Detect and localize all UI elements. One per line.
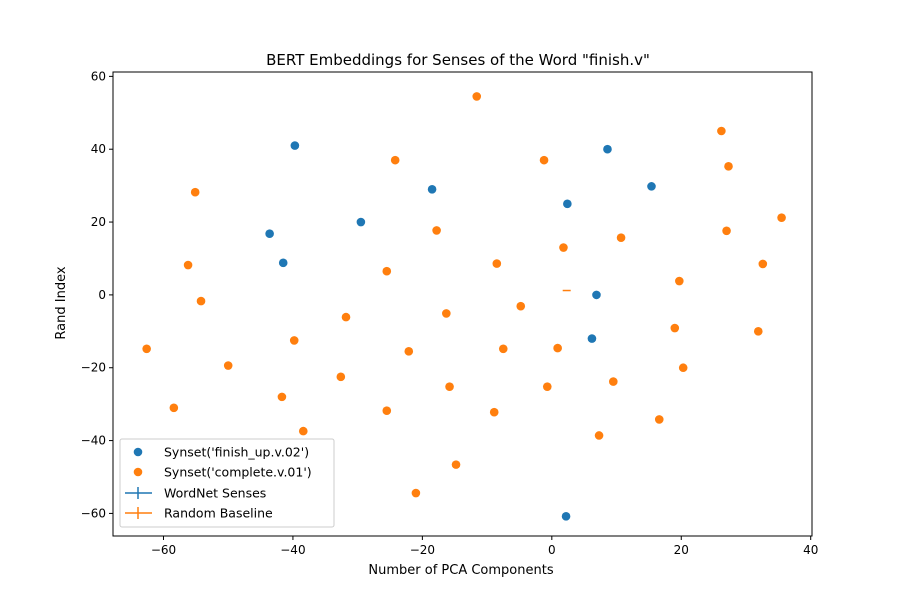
y-tick-label: 20 xyxy=(91,215,106,229)
scatter-point xyxy=(190,187,200,197)
scatter-point xyxy=(169,403,179,413)
y-tick-label: 60 xyxy=(91,69,106,83)
scatter-point xyxy=(277,392,287,402)
y-tick-label: 0 xyxy=(98,288,106,302)
scatter-point xyxy=(753,327,763,336)
x-tick-label: −40 xyxy=(280,543,305,557)
x-tick-label: 40 xyxy=(803,543,818,557)
scatter-point xyxy=(594,431,604,440)
legend-label: Random Baseline xyxy=(164,506,273,521)
scatter-point xyxy=(717,126,726,136)
scatter-point xyxy=(427,184,437,194)
legend-label: WordNet Senses xyxy=(164,486,266,501)
y-tick-label: −40 xyxy=(81,434,106,448)
y-tick-label: −60 xyxy=(81,506,106,520)
scatter-point xyxy=(647,182,656,191)
scatter-point xyxy=(336,372,346,382)
legend-label: Synset('complete.v.01') xyxy=(164,465,312,480)
plot-area-frame xyxy=(112,71,813,537)
scatter-point xyxy=(382,406,392,416)
scatter-point xyxy=(516,301,526,311)
marks-layer xyxy=(142,92,786,521)
scatter-point xyxy=(382,266,392,276)
scatter-point xyxy=(492,259,502,268)
scatter-point xyxy=(445,382,454,391)
legend-frame xyxy=(119,438,335,528)
scatter-point xyxy=(404,347,414,356)
scatter-point xyxy=(603,144,612,154)
x-tick-label: −60 xyxy=(151,543,176,557)
ticks-layer: −60 −40 −20 0 20 40 −60 −40 −20 0 20 40 60 xyxy=(81,69,819,557)
x-tick-label: 0 xyxy=(548,543,556,557)
scatter-point xyxy=(561,512,571,521)
scatter-point xyxy=(654,415,664,424)
scatter-point xyxy=(539,155,549,165)
scatter-point xyxy=(298,426,308,436)
scatter-point xyxy=(498,344,508,354)
scatter-point xyxy=(592,290,601,300)
scatter-point xyxy=(559,243,568,252)
y-tick-label: 40 xyxy=(91,142,106,156)
x-tick-label: −20 xyxy=(410,543,435,557)
scatter-point xyxy=(278,258,288,268)
scatter-point xyxy=(451,460,461,469)
scatter-point xyxy=(183,260,193,270)
legend-marker xyxy=(133,447,143,457)
scatter-point xyxy=(609,377,618,386)
scatter-point xyxy=(563,199,572,209)
y-tick-label: −20 xyxy=(81,361,106,375)
x-tick-label: 20 xyxy=(674,543,689,557)
scatter-point xyxy=(675,276,684,286)
scatter-point xyxy=(542,382,552,391)
scatter-point xyxy=(356,217,366,227)
scatter-point xyxy=(411,488,421,498)
scatter-point xyxy=(432,226,441,235)
scatter-point xyxy=(616,233,626,243)
x-axis-label: Number of PCA Components xyxy=(368,563,553,578)
scatter-point xyxy=(142,344,151,354)
scatter-point xyxy=(489,407,499,417)
scatter-point xyxy=(289,336,299,345)
chart-title: BERT Embeddings for Senses of the Word "… xyxy=(266,51,650,69)
scatter-point xyxy=(390,155,400,165)
scatter-point xyxy=(341,312,351,322)
scatter-point xyxy=(472,92,482,101)
scatter-point xyxy=(553,343,562,353)
scatter-point xyxy=(722,226,731,236)
scatter-point xyxy=(442,309,451,318)
scatter-point xyxy=(265,229,274,239)
scatter-point xyxy=(678,363,688,373)
y-axis-label: Rand Index xyxy=(54,266,69,339)
scatter-point xyxy=(196,296,206,306)
scatter-point xyxy=(670,323,680,333)
legend-label: Synset('finish_up.v.02') xyxy=(164,445,309,460)
scatter-point xyxy=(587,334,597,343)
scatter-point xyxy=(290,141,300,150)
scatter-point xyxy=(223,361,233,370)
scatter-point xyxy=(758,259,768,269)
legend-marker xyxy=(133,467,143,477)
legend: Synset('finish_up.v.02') Synset('complete… xyxy=(119,438,335,528)
scatter-point xyxy=(724,162,733,171)
scatter-point xyxy=(777,213,786,222)
